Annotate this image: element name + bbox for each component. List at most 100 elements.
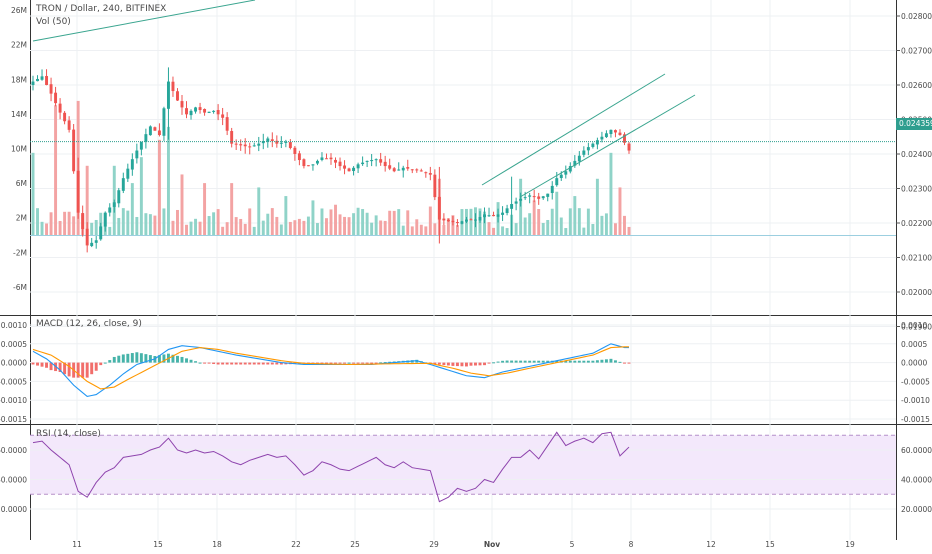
candle-body xyxy=(446,219,450,222)
volume-bar xyxy=(58,220,62,235)
volume-tick-label: 26M xyxy=(11,6,27,15)
candle-body xyxy=(568,166,572,172)
macd-histogram-bar xyxy=(40,362,44,367)
macd-histogram-bar xyxy=(325,362,328,364)
candle-body xyxy=(374,159,378,161)
candle-body xyxy=(365,160,369,162)
candle-body xyxy=(63,112,67,122)
price-tick-label: 0.019000 xyxy=(901,323,932,332)
candle-body xyxy=(54,92,58,104)
volume-bar xyxy=(239,218,243,235)
volume-bar xyxy=(428,206,432,235)
volume-bar xyxy=(604,213,608,235)
candle-body xyxy=(45,75,49,85)
volume-bar xyxy=(365,212,369,235)
candle-body xyxy=(234,143,238,145)
volume-tick-label: 2M xyxy=(16,214,27,223)
volume-bar xyxy=(546,219,550,235)
rsi-right-tick-label: 60.0000 xyxy=(901,446,932,455)
macd-histogram-bar xyxy=(347,362,351,364)
candle-body xyxy=(361,162,365,165)
volume-bar xyxy=(31,152,35,235)
candle-body xyxy=(501,212,505,215)
volume-bar xyxy=(126,210,130,235)
channel-lower-line xyxy=(519,94,696,198)
macd-histogram-bar xyxy=(437,362,441,365)
candle-body xyxy=(460,221,464,224)
macd-histogram-bar xyxy=(329,362,333,364)
date-tick-label: 25 xyxy=(350,540,360,549)
macd-histogram-bar xyxy=(573,360,577,363)
date-tick-label: 18 xyxy=(212,540,222,549)
candle-body xyxy=(600,136,604,140)
volume-bar xyxy=(49,212,53,235)
volume-bar xyxy=(623,215,626,235)
candle-body xyxy=(510,204,514,209)
macd-histogram-bar xyxy=(230,362,234,365)
volume-bar xyxy=(568,208,572,235)
macd-histogram-bar xyxy=(315,362,319,364)
volume-bar xyxy=(189,221,193,235)
volume-bar xyxy=(501,226,505,235)
candle-body xyxy=(185,108,188,115)
macd-histogram-bar xyxy=(45,362,49,368)
date-tick-label: 29 xyxy=(429,540,439,549)
candle-body xyxy=(550,185,554,194)
candle-body xyxy=(604,133,608,138)
volume-bar xyxy=(139,157,143,235)
macd-histogram-bar xyxy=(478,362,482,366)
volume-bar xyxy=(442,224,446,235)
macd-indicator-label: MACD (12, 26, close, 9) xyxy=(36,319,142,329)
macd-histogram-bar xyxy=(49,362,53,371)
volume-bar xyxy=(297,218,301,235)
candle-body xyxy=(347,168,351,172)
macd-histogram-bar xyxy=(257,362,261,365)
candle-body xyxy=(81,213,85,230)
candle-body xyxy=(474,219,477,221)
volume-bar xyxy=(618,187,622,235)
candle-body xyxy=(464,219,468,222)
volume-bar xyxy=(266,213,270,235)
candle-body xyxy=(334,159,337,163)
volume-bar xyxy=(573,196,577,235)
macd-histogram-bar xyxy=(546,360,550,363)
rsi-band xyxy=(30,435,896,495)
volume-bar xyxy=(243,223,247,235)
candle-body xyxy=(492,214,496,217)
volume-bar xyxy=(153,215,157,235)
macd-histogram-bar xyxy=(604,359,608,363)
macd-histogram-bar xyxy=(90,362,94,375)
macd-right-tick-label: 0.0005 xyxy=(901,340,927,349)
macd-histogram-bar xyxy=(392,361,396,363)
macd-histogram-bar xyxy=(469,362,473,366)
candle-body xyxy=(212,110,216,112)
candle-body xyxy=(112,202,116,207)
volume-bar xyxy=(248,208,252,235)
candle-body xyxy=(537,196,541,199)
volume-tick-label: -2M xyxy=(13,248,27,257)
macd-histogram-bar xyxy=(365,362,369,364)
volume-bar xyxy=(455,225,459,235)
macd-histogram-bar xyxy=(586,360,590,363)
date-tick-label: 22 xyxy=(291,540,301,549)
candle-body xyxy=(379,159,383,163)
volume-tick-label: 18M xyxy=(11,75,27,84)
volume-bar xyxy=(216,209,220,235)
volume-indicator-label: Vol (50) xyxy=(36,17,71,27)
macd-histogram-bar xyxy=(613,360,617,363)
candle-body xyxy=(266,138,270,142)
volume-bar xyxy=(469,208,473,235)
rsi-indicator-label: RSI (14, close) xyxy=(36,429,101,439)
macd-histogram-bar xyxy=(320,362,324,364)
rsi-left-tick-label: 60.0000 xyxy=(0,446,27,455)
macd-histogram-bar xyxy=(162,354,166,363)
candle-body xyxy=(496,214,500,217)
rsi-right-tick-label: 40.0000 xyxy=(901,476,932,485)
volume-bar xyxy=(90,222,94,235)
volume-bar xyxy=(320,208,324,235)
candle-body xyxy=(198,107,202,111)
candle-body xyxy=(275,140,279,144)
